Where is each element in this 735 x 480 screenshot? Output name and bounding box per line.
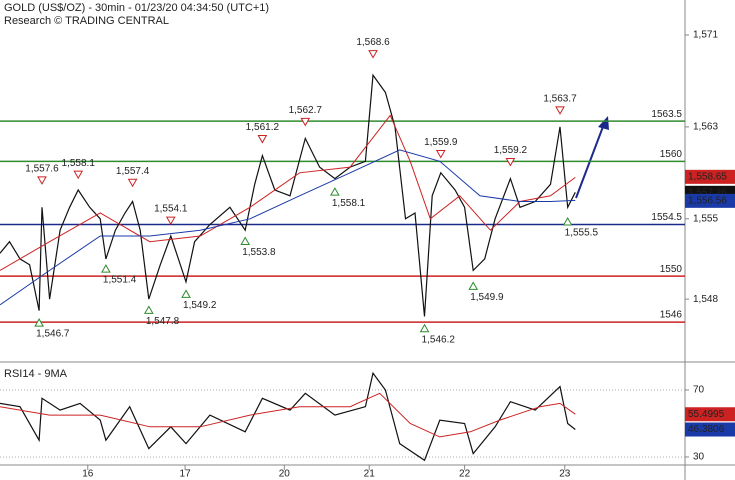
high-marker bbox=[505, 158, 516, 167]
high-label: 1,562.7 bbox=[289, 105, 323, 116]
y-tick-label: 70 bbox=[693, 385, 705, 396]
low-label: 1,553.8 bbox=[242, 247, 276, 258]
high-marker bbox=[435, 149, 446, 159]
level-label: 1546 bbox=[660, 310, 683, 321]
high-label: 1,563.7 bbox=[543, 93, 577, 104]
price-tag bbox=[685, 422, 735, 437]
high-marker bbox=[127, 178, 138, 188]
high-label: 1,554.1 bbox=[154, 204, 188, 215]
low-label: 1,549.9 bbox=[470, 292, 504, 303]
x-tick-label: 21 bbox=[364, 469, 376, 480]
high-label: 1,559.2 bbox=[494, 145, 528, 156]
level-label: 1560 bbox=[660, 149, 683, 160]
series-line bbox=[0, 73, 576, 317]
price-tag-label: 1,558.65 bbox=[688, 171, 727, 182]
high-marker bbox=[368, 50, 378, 59]
high-label: 1,557.4 bbox=[116, 166, 150, 177]
low-marker bbox=[34, 318, 44, 327]
price-tag-label: 1,557.26 bbox=[688, 187, 727, 198]
y-tick-label: 1,555 bbox=[693, 213, 718, 224]
high-marker bbox=[37, 176, 47, 185]
price-tag bbox=[685, 169, 735, 184]
low-label: 1,546.2 bbox=[422, 334, 456, 345]
low-marker bbox=[240, 236, 251, 246]
chart-title: GOLD (US$/OZ) - 30min - 01/23/20 04:34:5… bbox=[4, 2, 269, 14]
chart-subtitle: Research © TRADING CENTRAL bbox=[4, 15, 169, 27]
series-line bbox=[0, 392, 576, 438]
y-tick-label: 1,571 bbox=[693, 30, 718, 41]
level-label: 1563.5 bbox=[651, 109, 682, 120]
low-marker bbox=[181, 289, 191, 298]
low-marker bbox=[330, 187, 340, 196]
price-tag-label: 1,556.56 bbox=[688, 195, 727, 206]
x-tick-label: 20 bbox=[279, 469, 291, 480]
y-tick-label: 1,548 bbox=[693, 294, 718, 305]
low-label: 1,551.4 bbox=[103, 275, 137, 286]
low-label: 1,549.2 bbox=[183, 300, 217, 311]
high-marker bbox=[73, 170, 84, 180]
price-tag bbox=[685, 407, 735, 422]
x-tick-label: 22 bbox=[459, 469, 471, 480]
series-line bbox=[0, 149, 576, 306]
low-label: 1,555.5 bbox=[565, 228, 599, 239]
low-marker bbox=[101, 264, 111, 273]
low-label: 1,546.7 bbox=[36, 329, 70, 340]
high-marker bbox=[257, 135, 268, 144]
projection-arrowhead bbox=[598, 116, 609, 130]
high-label: 1,558.1 bbox=[62, 158, 96, 169]
rsi-title: RSI14 - 9MA bbox=[4, 368, 68, 380]
level-label: 1550 bbox=[660, 264, 683, 275]
series-line bbox=[0, 114, 576, 271]
series-line bbox=[0, 371, 576, 462]
price-tag bbox=[685, 193, 735, 208]
high-label: 1,557.6 bbox=[25, 164, 59, 175]
high-label: 1,561.2 bbox=[246, 122, 280, 133]
low-marker bbox=[143, 305, 154, 314]
price-tag-label: 46.3806 bbox=[688, 424, 725, 435]
x-tick-label: 17 bbox=[180, 469, 192, 480]
x-tick-label: 23 bbox=[559, 469, 571, 480]
high-marker bbox=[300, 117, 311, 127]
price-tag-label: 55.4995 bbox=[688, 409, 725, 420]
high-label: 1,559.9 bbox=[424, 137, 458, 148]
high-marker bbox=[165, 216, 176, 226]
low-label: 1,558.1 bbox=[332, 198, 366, 209]
low-marker bbox=[562, 217, 573, 226]
y-tick-label: 1,563 bbox=[693, 122, 718, 133]
low-marker bbox=[468, 281, 479, 290]
high-label: 1,568.6 bbox=[356, 37, 390, 48]
level-label: 1554.5 bbox=[651, 212, 682, 223]
low-label: 1,547.8 bbox=[146, 316, 180, 327]
x-tick-label: 16 bbox=[82, 469, 94, 480]
y-tick-label: 30 bbox=[693, 452, 705, 463]
high-marker bbox=[555, 106, 565, 115]
low-marker bbox=[419, 323, 430, 333]
